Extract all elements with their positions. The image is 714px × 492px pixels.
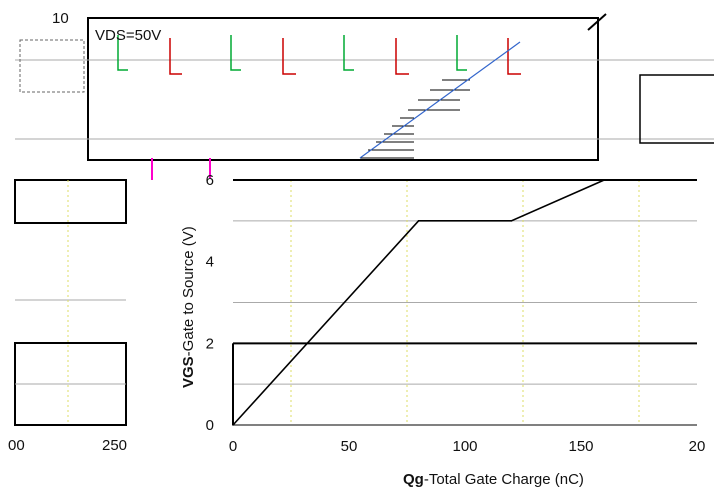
upper-diagonal-line xyxy=(359,41,521,159)
main-y-ticks: 0 2 4 6 xyxy=(206,172,214,434)
data-point xyxy=(232,424,234,426)
y-tick-label: 6 xyxy=(206,172,214,189)
x-tick-label: 20 xyxy=(689,438,706,455)
y-tick-label: 4 xyxy=(206,254,214,271)
x-axis-label-rest: -Total Gate Charge (nC) xyxy=(424,471,584,488)
left-plot-frame-top xyxy=(14,179,127,224)
vds-annotation: VDS=50V xyxy=(95,27,161,44)
data-point xyxy=(603,179,605,181)
y-axis-label-rest: -Gate to Source (V) xyxy=(180,226,197,356)
main-series xyxy=(232,179,605,426)
y-axis-label-bold: VGS xyxy=(180,356,197,388)
x-tick-label: 100 xyxy=(452,438,477,455)
main-grid xyxy=(233,180,697,425)
y-tick-label: 2 xyxy=(206,335,214,352)
x-tick-label: 0 xyxy=(229,438,237,455)
left-chart-fragment: 00 250 xyxy=(8,179,127,454)
upper-right-panel-frame xyxy=(639,74,714,144)
main-plot-frame xyxy=(232,179,697,426)
x-axis-label: Qg-Total Gate Charge (nC) xyxy=(403,471,584,488)
gate-charge-series-0 xyxy=(232,179,605,426)
left-x-tick-label: 00 xyxy=(8,437,25,454)
upper-chart-fragment: 10 VDS=50V xyxy=(15,10,714,180)
x-axis-label-bold: Qg xyxy=(403,471,424,488)
upper-diagonal-line-2 xyxy=(587,13,607,31)
upper-plot-frame xyxy=(87,17,599,161)
upper-y-tick-label: 10 xyxy=(52,10,69,27)
y-tick-label: 0 xyxy=(206,417,214,434)
upper-bracket-marks-green xyxy=(117,35,467,71)
data-point xyxy=(417,220,420,222)
y-axis-label: VGS-Gate to Source (V) xyxy=(180,226,197,388)
main-x-ticks: 0 50 100 150 20 xyxy=(229,438,706,455)
upper-bracket-marks xyxy=(169,38,521,75)
data-point xyxy=(510,220,513,222)
x-tick-label: 50 xyxy=(341,438,358,455)
left-x-tick-label: 250 xyxy=(102,437,127,454)
x-tick-label: 150 xyxy=(568,438,593,455)
upper-left-legend-smudge xyxy=(19,39,85,93)
